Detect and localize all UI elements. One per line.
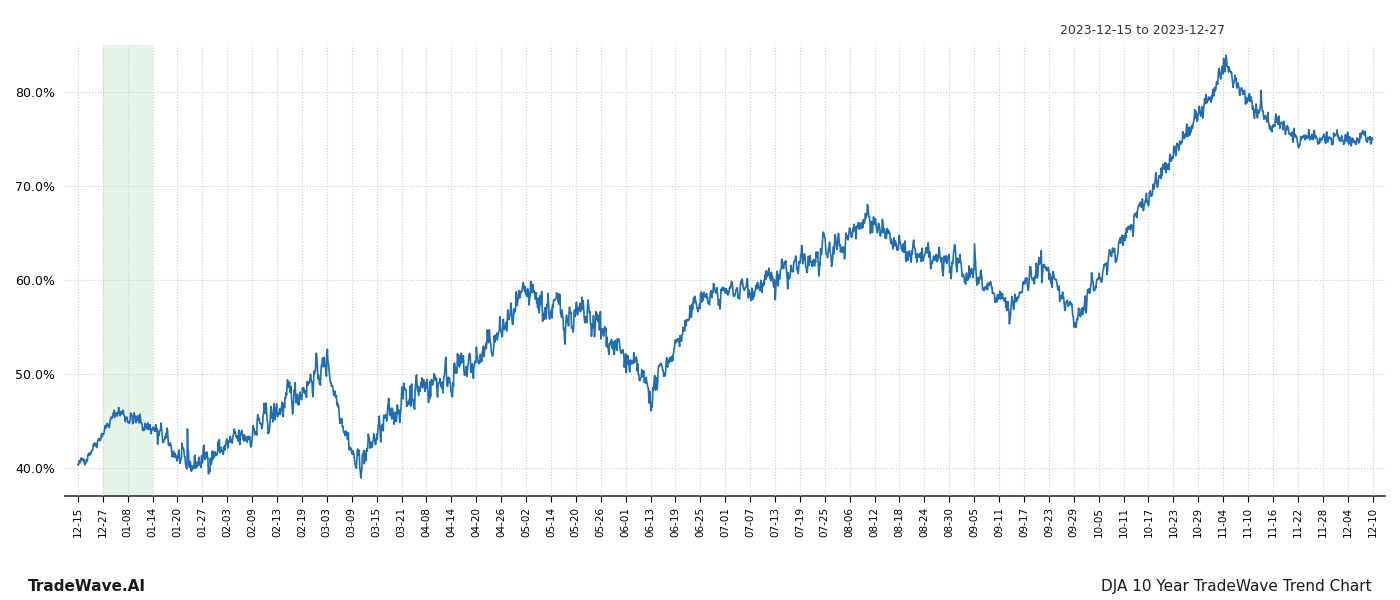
Text: 2023-12-15 to 2023-12-27: 2023-12-15 to 2023-12-27 (1060, 24, 1225, 37)
Text: DJA 10 Year TradeWave Trend Chart: DJA 10 Year TradeWave Trend Chart (1102, 579, 1372, 594)
Text: TradeWave.AI: TradeWave.AI (28, 579, 146, 594)
Bar (102, 45, 153, 496)
